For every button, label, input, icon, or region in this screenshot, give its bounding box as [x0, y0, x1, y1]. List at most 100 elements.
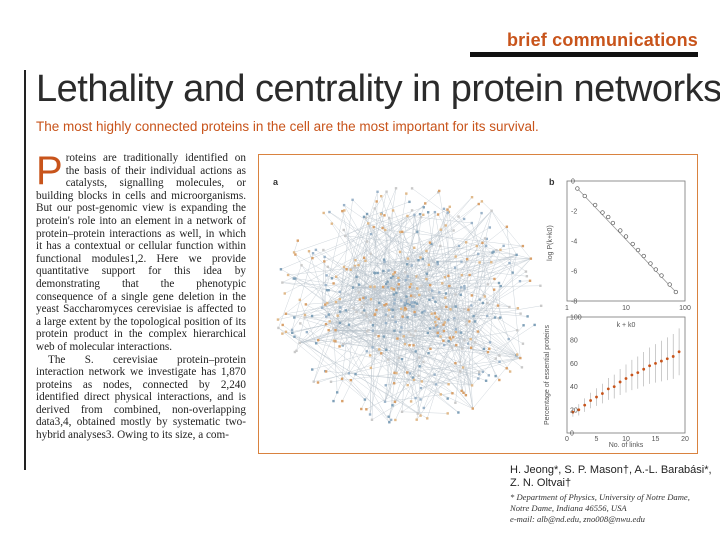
network-node: [281, 281, 284, 284]
network-node: [484, 244, 488, 247]
network-edge: [312, 258, 531, 317]
network-node: [332, 339, 336, 342]
network-node: [434, 300, 437, 303]
lethality-point: [642, 367, 646, 371]
network-edge: [299, 326, 441, 344]
network-node: [533, 323, 536, 327]
network-edge: [368, 223, 437, 326]
network-edge: [471, 252, 493, 296]
network-node: [436, 213, 440, 216]
network-node: [473, 320, 477, 323]
network-node: [395, 371, 398, 375]
network-edge: [413, 345, 521, 359]
network-edge: [375, 197, 473, 315]
network-node: [329, 380, 333, 383]
lethality-plot-ylabel: Percentage of essential proteins: [544, 325, 551, 426]
network-edge: [339, 215, 408, 324]
network-edge: [366, 264, 429, 317]
network-edge: [491, 210, 531, 259]
network-node: [354, 372, 357, 376]
panel-a-label: a: [273, 177, 279, 187]
network-edge: [327, 287, 354, 304]
network-node: [413, 310, 416, 314]
network-edge: [280, 269, 367, 317]
lethality-y-tick: 100: [570, 315, 582, 322]
network-edge: [398, 288, 476, 343]
network-node: [414, 305, 417, 308]
network-node: [399, 307, 403, 311]
network-node: [484, 379, 488, 382]
network-edge: [330, 357, 521, 382]
network-node: [279, 268, 283, 271]
network-edge: [385, 229, 523, 247]
degree-point: [630, 241, 635, 247]
network-node: [482, 347, 486, 351]
network-node: [416, 276, 420, 279]
network-node: [486, 283, 490, 286]
network-node: [397, 276, 400, 280]
network-node: [423, 309, 426, 313]
network-node: [413, 213, 416, 217]
network-node: [338, 290, 341, 294]
network-node: [494, 357, 497, 360]
network-node: [418, 212, 422, 216]
network-node: [471, 407, 474, 410]
network-node: [461, 366, 465, 369]
network-node: [369, 321, 372, 324]
network-edge: [285, 307, 323, 314]
network-node: [375, 308, 378, 312]
network-node: [357, 263, 360, 267]
network-node: [443, 275, 447, 279]
network-node: [400, 357, 404, 361]
network-node: [430, 242, 433, 246]
network-node: [436, 260, 439, 264]
network-node: [470, 304, 473, 307]
author-list: H. Jeong*, S. P. Mason†, A.-L. Barabási*…: [510, 464, 712, 489]
network-edge: [363, 303, 423, 313]
network-edge: [318, 287, 389, 341]
network-node: [351, 286, 355, 289]
network-node: [409, 282, 413, 286]
network-node: [431, 289, 434, 292]
lethality-x-tick: 20: [681, 436, 689, 443]
lethality-y-tick: 40: [570, 384, 578, 391]
network-node: [499, 284, 502, 288]
network-node: [412, 344, 415, 347]
network-node: [406, 275, 409, 278]
network-node: [323, 260, 326, 263]
network-node: [446, 412, 449, 415]
network-node: [343, 209, 346, 212]
network-node: [430, 312, 433, 315]
network-node: [342, 265, 346, 269]
network-node: [408, 301, 412, 304]
network-node: [422, 206, 425, 209]
network-node: [406, 257, 410, 260]
network-node: [481, 301, 485, 305]
network-node: [389, 276, 393, 280]
network-edge: [348, 276, 357, 374]
network-node: [403, 303, 407, 307]
network-node: [406, 316, 409, 319]
network-edge: [372, 347, 459, 413]
network-node: [384, 228, 387, 232]
network-node: [384, 321, 387, 325]
degree-x-tick: 100: [679, 305, 691, 312]
network-node: [499, 248, 502, 252]
network-node: [410, 209, 414, 212]
network-node: [365, 330, 369, 333]
network-node: [433, 373, 436, 376]
network-node: [316, 381, 320, 384]
network-edge: [473, 316, 496, 377]
network-node: [304, 303, 308, 306]
network-edge: [335, 330, 449, 385]
network-edge: [416, 305, 499, 420]
network-node: [294, 277, 297, 280]
network-edge: [491, 210, 517, 255]
network-node: [390, 287, 393, 290]
network-node: [419, 215, 423, 219]
network-node: [444, 292, 448, 295]
network-node: [507, 337, 510, 341]
network-node: [428, 298, 431, 301]
lethality-point: [618, 380, 622, 384]
network-edge: [465, 242, 469, 312]
